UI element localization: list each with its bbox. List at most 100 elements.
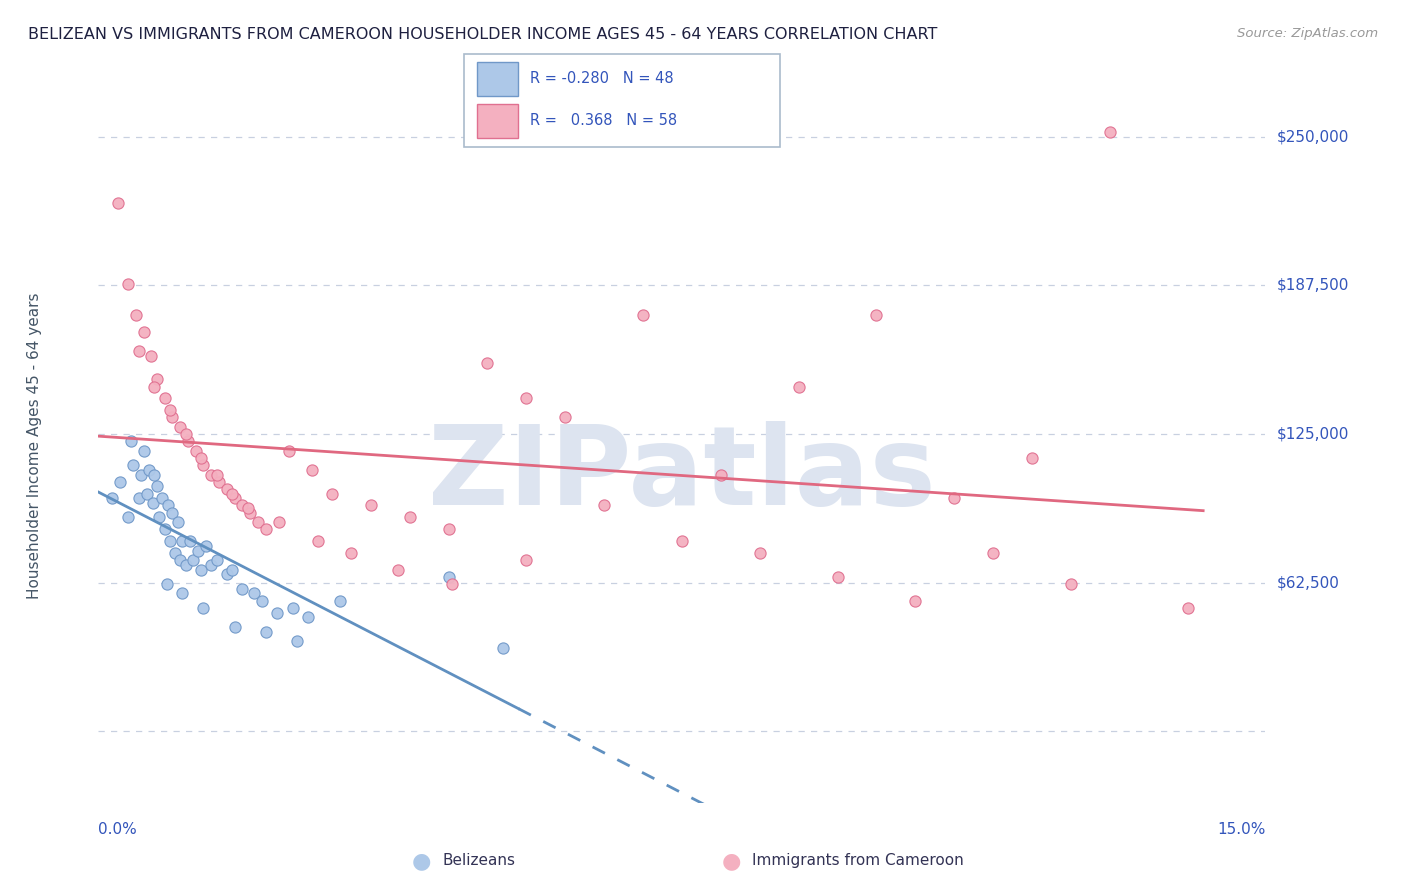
Point [266, 606, 288, 620]
Point [593, 499, 616, 513]
Text: $62,500: $62,500 [1277, 575, 1340, 591]
Point [101, 491, 124, 506]
Point [179, 534, 201, 549]
Point [117, 510, 139, 524]
Point [193, 600, 215, 615]
Point [748, 546, 770, 560]
Text: 0.0%: 0.0% [98, 822, 138, 837]
Point [141, 349, 163, 363]
Point [205, 553, 228, 567]
Point [221, 563, 243, 577]
Point [904, 593, 927, 607]
FancyBboxPatch shape [477, 62, 517, 95]
Point [321, 486, 343, 500]
Point [159, 534, 181, 549]
Point [221, 486, 243, 500]
Point [120, 434, 142, 449]
Point [146, 479, 169, 493]
Point [208, 475, 231, 489]
Point [340, 546, 363, 560]
Point [710, 467, 733, 482]
Point [205, 467, 228, 482]
Point [162, 410, 184, 425]
Point [135, 486, 157, 500]
Point [329, 593, 352, 607]
Point [132, 443, 155, 458]
Point [153, 522, 176, 536]
Text: Belizeans: Belizeans [443, 854, 516, 868]
Point [307, 534, 329, 549]
Point [827, 570, 849, 584]
Point [981, 546, 1004, 560]
Point [200, 467, 222, 482]
FancyBboxPatch shape [477, 104, 517, 138]
Point [169, 553, 191, 567]
Point [236, 500, 259, 515]
Point [172, 534, 194, 549]
Point [554, 410, 576, 425]
Point [142, 496, 165, 510]
Point [437, 570, 460, 584]
Point [231, 582, 253, 596]
Point [162, 506, 184, 520]
Point [515, 553, 537, 567]
Point [285, 634, 308, 648]
Text: Source: ZipAtlas.com: Source: ZipAtlas.com [1237, 27, 1378, 40]
Point [200, 558, 222, 572]
Point [150, 491, 173, 506]
Point [787, 379, 810, 393]
Point [148, 510, 170, 524]
Text: $125,000: $125,000 [1277, 426, 1348, 442]
Text: $250,000: $250,000 [1277, 129, 1348, 145]
Text: R = -0.280   N = 48: R = -0.280 N = 48 [530, 71, 673, 87]
Point [107, 196, 129, 211]
Point [172, 586, 194, 600]
Point [174, 558, 197, 572]
Text: ●: ● [412, 851, 432, 871]
Text: 15.0%: 15.0% [1218, 822, 1265, 837]
Point [243, 586, 266, 600]
Point [153, 392, 176, 406]
Point [477, 356, 499, 370]
Point [157, 499, 180, 513]
Point [169, 420, 191, 434]
Point [128, 491, 150, 506]
Point [215, 567, 238, 582]
Point [437, 522, 460, 536]
Point [159, 403, 181, 417]
Text: R =   0.368   N = 58: R = 0.368 N = 58 [530, 113, 678, 128]
Point [108, 475, 131, 489]
Point [190, 450, 212, 465]
Point [193, 458, 215, 472]
Point [224, 620, 246, 634]
Text: Householder Income Ages 45 - 64 years: Householder Income Ages 45 - 64 years [27, 293, 42, 599]
Point [515, 392, 537, 406]
Point [156, 577, 179, 591]
Point [1098, 125, 1121, 139]
Point [215, 482, 238, 496]
FancyBboxPatch shape [464, 54, 780, 147]
Text: ●: ● [721, 851, 741, 871]
Point [398, 510, 420, 524]
Point [492, 641, 515, 656]
Point [267, 515, 290, 529]
Point [865, 308, 887, 322]
Point [254, 624, 277, 639]
Point [297, 610, 319, 624]
Text: ZIPatlas: ZIPatlas [427, 421, 936, 528]
Point [254, 522, 277, 536]
Point [1021, 450, 1043, 465]
Text: Immigrants from Cameroon: Immigrants from Cameroon [752, 854, 965, 868]
Point [194, 539, 217, 553]
Point [128, 343, 150, 358]
Text: BELIZEAN VS IMMIGRANTS FROM CAMEROON HOUSEHOLDER INCOME AGES 45 - 64 YEARS CORRE: BELIZEAN VS IMMIGRANTS FROM CAMEROON HOU… [28, 27, 938, 42]
Point [671, 534, 693, 549]
Point [1060, 577, 1083, 591]
Point [301, 463, 323, 477]
Point [163, 546, 186, 560]
Point [174, 427, 197, 442]
Point [278, 443, 301, 458]
Point [943, 491, 966, 506]
Text: $187,500: $187,500 [1277, 278, 1348, 293]
Point [239, 506, 262, 520]
